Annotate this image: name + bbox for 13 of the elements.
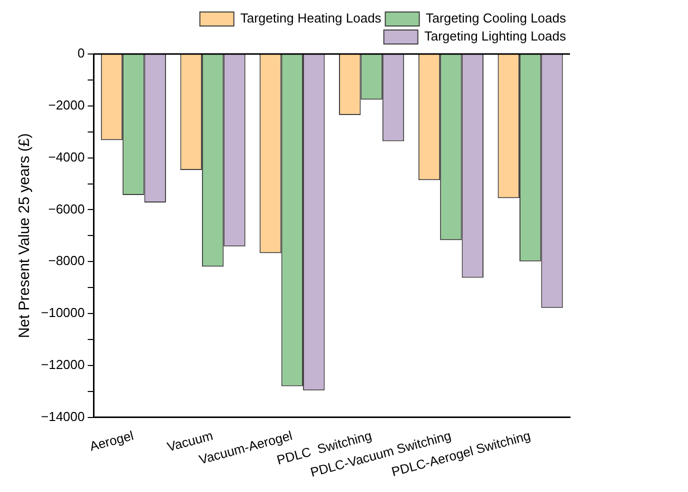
y-tick-label: −10000 [40,305,85,320]
y-tick-label: −4000 [48,149,85,164]
y-tick-label: −14000 [40,408,85,424]
y-tick-label: −6000 [48,201,85,216]
legend-label: Targeting Cooling Loads [426,10,566,26]
x-tick-label: Aerogel [88,428,136,454]
legend-label: Targeting Heating Loads [240,10,382,26]
y-axis-title: Net Present Value 25 years (£) [16,133,34,338]
y-tick-label: 0 [78,46,85,61]
y-tick-label: −2000 [48,97,85,112]
legend-label: Targeting Lighting Loads [424,28,566,44]
y-tick-label: −12000 [40,357,85,372]
y-tick-label: −8000 [48,253,85,268]
